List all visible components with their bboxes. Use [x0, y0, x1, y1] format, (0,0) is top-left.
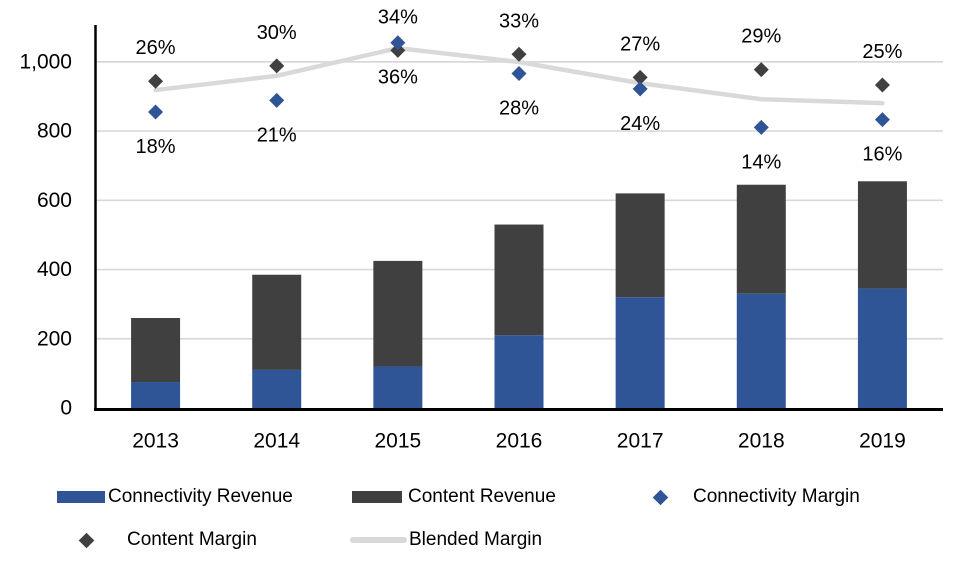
- legend-swatch-content-revenue: [352, 491, 402, 503]
- y-tick-label-200: 200: [37, 327, 72, 350]
- legend-item-content-margin: Content Margin: [78, 528, 257, 552]
- chart-plot-area: 18% 21% 36% 28% 24% 14% 16% 26% 30% 34% 33% 27% 29% 2…: [19, 6, 943, 453]
- data-label-connectivity-margin-2018: 14%: [741, 151, 781, 173]
- point-content-margin-2014: [269, 58, 285, 74]
- y-tick-label-600: 600: [37, 189, 72, 212]
- point-content-margin-2016: [511, 46, 527, 62]
- legend-label-connectivity-revenue: Connectivity Revenue: [108, 486, 293, 507]
- point-connectivity-margin-2018: [753, 119, 769, 135]
- data-label-connectivity-margin-2016: 28%: [499, 98, 539, 120]
- x-tick-label-2018: 2018: [738, 430, 785, 453]
- bar-connectivity-revenue-2017: [615, 297, 665, 408]
- data-label-connectivity-margin-2015: 36%: [378, 67, 418, 89]
- point-content-margin-2018: [753, 62, 769, 78]
- data-label-content-margin-2014: 30%: [257, 22, 297, 44]
- point-connectivity-margin-2013: [148, 104, 164, 120]
- bar-connectivity-revenue-2014: [252, 369, 302, 408]
- data-label-content-margin-2015: 34%: [378, 6, 418, 28]
- data-label-content-margin-2019: 25%: [862, 41, 902, 63]
- legend-item-content-revenue: Content Revenue: [352, 485, 556, 509]
- point-connectivity-margin-2016: [511, 66, 527, 82]
- bar-connectivity-revenue-2013: [131, 382, 181, 408]
- point-connectivity-margin-2015: [390, 35, 406, 51]
- legend-diamond-icon-connectivity-margin: [652, 489, 669, 505]
- bar-connectivity-revenue-2016: [494, 335, 544, 408]
- point-content-margin-2015: [390, 42, 406, 58]
- legend-label-content-margin: Content Margin: [127, 529, 257, 550]
- data-label-content-margin-2018: 29%: [741, 26, 781, 48]
- blended-margin-line: [153, 45, 885, 106]
- data-label-content-margin-2016: 33%: [499, 10, 539, 32]
- point-content-margin-2017: [632, 69, 648, 85]
- point-content-margin-2013: [148, 73, 164, 89]
- x-tick-label-2019: 2019: [859, 430, 906, 453]
- legend-item-connectivity-margin: Connectivity Margin: [652, 485, 860, 509]
- bar-content-revenue-2015: [373, 260, 423, 367]
- legend-label-content-revenue: Content Revenue: [408, 486, 556, 507]
- point-connectivity-margin-2014: [269, 92, 285, 108]
- legend-swatch-connectivity-revenue: [57, 491, 105, 503]
- legend-label-blended-margin: Blended Margin: [409, 529, 543, 550]
- y-tick-label-0: 0: [60, 397, 72, 420]
- y-tick-label-1000: 1,000: [19, 50, 72, 73]
- bar-connectivity-revenue-2018: [736, 293, 786, 408]
- bar-content-revenue-2013: [131, 318, 181, 383]
- bar-connectivity-revenue-2015: [373, 366, 423, 408]
- bar-content-revenue-2016: [494, 224, 544, 336]
- x-tick-label-2017: 2017: [617, 430, 664, 453]
- data-label-content-margin-2013: 26%: [136, 37, 176, 59]
- legend-diamond-icon-content-margin: [78, 532, 95, 548]
- data-label-connectivity-margin-2013: 18%: [136, 136, 176, 158]
- y-tick-label-800: 800: [37, 120, 72, 143]
- data-label-content-margin-2017: 27%: [620, 33, 660, 55]
- point-connectivity-margin-2017: [632, 81, 648, 97]
- legend-label-connectivity-margin: Connectivity Margin: [693, 486, 860, 507]
- legend-item-blended-margin: Blended Margin: [350, 528, 542, 552]
- bar-connectivity-revenue-2019: [857, 288, 907, 408]
- x-tick-label-2015: 2015: [374, 430, 421, 453]
- x-tick-label-2014: 2014: [253, 430, 300, 453]
- x-tick-label-2013: 2013: [132, 430, 179, 453]
- point-connectivity-margin-2019: [874, 112, 890, 128]
- bar-content-revenue-2019: [857, 181, 907, 289]
- data-label-connectivity-margin-2019: 16%: [862, 144, 902, 166]
- point-content-margin-2019: [874, 77, 890, 93]
- y-tick-label-400: 400: [37, 258, 72, 281]
- legend-line-icon-blended-margin: [350, 537, 407, 543]
- data-label-connectivity-margin-2017: 24%: [620, 113, 660, 135]
- legend-item-connectivity-revenue: Connectivity Revenue: [57, 485, 293, 509]
- bar-content-revenue-2018: [736, 184, 786, 294]
- data-label-connectivity-margin-2014: 21%: [257, 124, 297, 146]
- x-tick-label-2016: 2016: [496, 430, 543, 453]
- bar-content-revenue-2017: [615, 193, 665, 298]
- bar-content-revenue-2014: [252, 274, 302, 370]
